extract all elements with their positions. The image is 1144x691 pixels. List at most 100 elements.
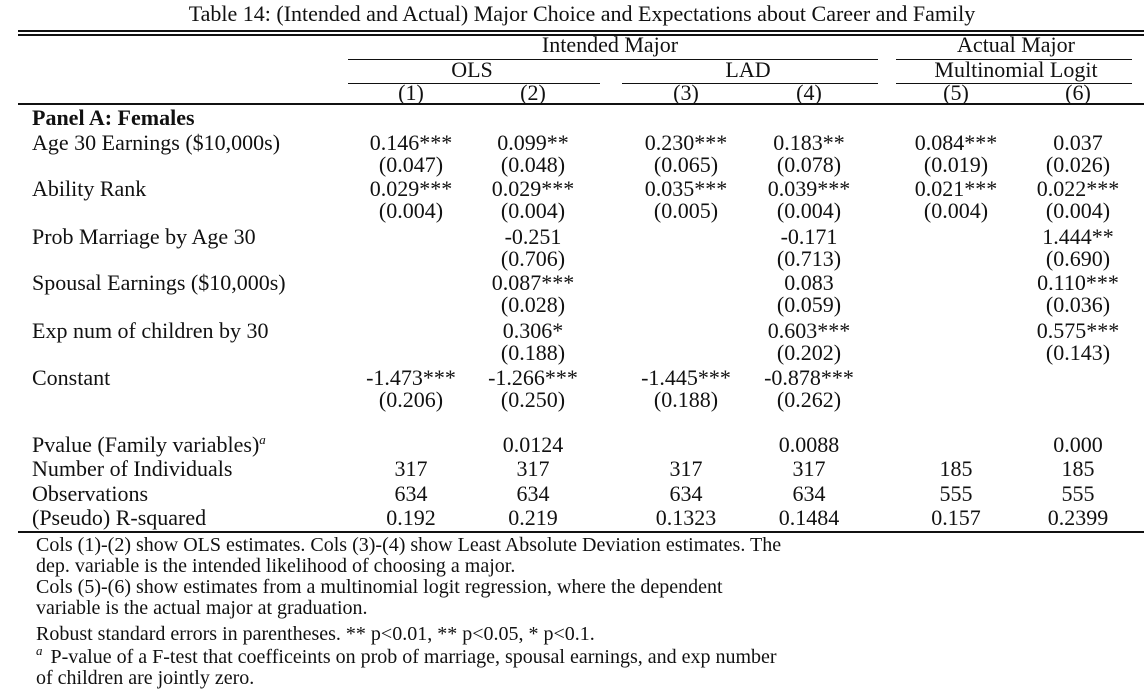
coef-cell: 0.039*** <box>767 176 851 201</box>
se-cell: (0.028) <box>500 292 566 317</box>
row-label: Spousal Earnings ($10,000s) <box>32 270 286 295</box>
stat-cell: 185 <box>939 456 973 481</box>
stat-cell: 0.157 <box>931 505 981 530</box>
se-cell: (0.202) <box>776 340 842 365</box>
rule-actual-major <box>896 59 1132 61</box>
row-label: Constant <box>32 365 111 390</box>
stat-cell: 0.192 <box>386 505 436 530</box>
bottom-rule <box>18 531 1144 533</box>
coef-cell: -1.266*** <box>488 365 578 390</box>
se-cell: (0.005) <box>653 198 719 223</box>
stat-label: (Pseudo) R-squared <box>32 505 207 530</box>
stat-cell: 185 <box>1061 456 1095 481</box>
note-line: Robust standard errors in parentheses. *… <box>36 623 595 645</box>
se-cell: (0.713) <box>776 246 842 271</box>
note-line: of children are jointly zero. <box>36 667 255 689</box>
stat-cell: 317 <box>669 456 703 481</box>
coef-cell: -0.171 <box>780 224 838 249</box>
se-cell: (0.188) <box>500 340 566 365</box>
coef-cell: 0.230*** <box>644 130 728 155</box>
stat-cell: 555 <box>1061 481 1095 506</box>
row-label: Prob Marriage by Age 30 <box>32 224 256 249</box>
stat-cell: 0.1484 <box>778 505 840 530</box>
se-cell: (0.078) <box>776 152 842 177</box>
se-cell: (0.188) <box>653 387 719 412</box>
stat-label: Pvalue (Family variables)a <box>32 432 266 457</box>
header-method-ols: OLS <box>451 57 493 82</box>
note-line: a P-value of a F-test that coefficeints o… <box>36 644 777 668</box>
top-rule-2 <box>18 34 1144 36</box>
row-label: Ability Rank <box>32 176 147 201</box>
header-intended-major: Intended Major <box>541 32 679 57</box>
note-line: variable is the actual major at graduati… <box>36 597 368 619</box>
coef-cell: 0.110*** <box>1037 270 1119 295</box>
coef-cell: -1.473*** <box>366 365 456 390</box>
se-cell: (0.690) <box>1045 246 1111 271</box>
stat-cell: 634 <box>516 481 550 506</box>
coef-cell: 0.029*** <box>369 176 453 201</box>
stat-cell: 555 <box>939 481 973 506</box>
coef-cell: 0.037 <box>1053 130 1103 155</box>
stat-label: Observations <box>32 481 149 506</box>
coef-cell: 0.099** <box>497 130 569 155</box>
coef-cell: 1.444** <box>1042 224 1114 249</box>
top-rule <box>18 30 1144 32</box>
se-cell: (0.004) <box>776 198 842 223</box>
se-cell: (0.143) <box>1045 340 1111 365</box>
se-cell: (0.047) <box>378 152 444 177</box>
coef-cell: -1.445*** <box>641 365 731 390</box>
se-cell: (0.206) <box>378 387 444 412</box>
column-number-1: (1) <box>398 80 424 105</box>
coef-cell: -0.251 <box>504 224 562 249</box>
coef-cell: 0.183** <box>773 130 845 155</box>
note-text: P-value of a F-test that coefficeints on… <box>50 646 777 668</box>
column-number-2: (2) <box>520 80 546 105</box>
se-cell: (0.004) <box>378 198 444 223</box>
rule-lad <box>622 83 878 85</box>
coef-cell: 0.021*** <box>914 176 998 201</box>
coef-cell: -0.878*** <box>764 365 854 390</box>
se-cell: (0.004) <box>1045 198 1111 223</box>
se-cell: (0.004) <box>923 198 989 223</box>
stat-cell: 0.0124 <box>502 432 564 457</box>
column-number-3: (3) <box>673 80 699 105</box>
stat-cell: 0.219 <box>508 505 558 530</box>
stat-label: Number of Individuals <box>32 456 233 481</box>
rule-ols <box>348 83 600 85</box>
row-label: Exp num of children by 30 <box>32 318 269 343</box>
rule-under-columns <box>18 103 1144 105</box>
coef-cell: 0.603*** <box>767 318 851 343</box>
se-cell: (0.019) <box>923 152 989 177</box>
note-line: Cols (5)-(6) show estimates from a multi… <box>36 576 723 598</box>
se-cell: (0.262) <box>776 387 842 412</box>
column-number-6: (6) <box>1065 80 1091 105</box>
se-cell: (0.059) <box>776 292 842 317</box>
stat-cell: 0.000 <box>1053 432 1103 457</box>
stat-cell: 317 <box>394 456 428 481</box>
table-caption: Table 14: (Intended and Actual) Major Ch… <box>188 1 976 26</box>
coef-cell: 0.575*** <box>1036 318 1120 343</box>
se-cell: (0.048) <box>500 152 566 177</box>
stat-cell: 0.0088 <box>778 432 840 457</box>
coef-cell: 0.029*** <box>491 176 575 201</box>
column-number-4: (4) <box>796 80 822 105</box>
note-line: Cols (1)-(2) show OLS estimates. Cols (3… <box>36 534 782 556</box>
se-cell: (0.036) <box>1045 292 1111 317</box>
se-cell: (0.706) <box>500 246 566 271</box>
se-cell: (0.026) <box>1045 152 1111 177</box>
header-method-lad: LAD <box>725 57 771 82</box>
stat-cell: 0.1323 <box>655 505 717 530</box>
stat-cell: 0.2399 <box>1047 505 1109 530</box>
stat-cell: 634 <box>792 481 826 506</box>
header-actual-major: Actual Major <box>957 32 1075 57</box>
footnote-marker: a <box>36 643 43 658</box>
row-label: Age 30 Earnings ($10,000s) <box>32 130 281 155</box>
coef-cell: 0.087*** <box>491 270 575 295</box>
panel-title: Panel A: Females <box>32 105 195 130</box>
stat-cell: 634 <box>669 481 703 506</box>
se-cell: (0.004) <box>500 198 566 223</box>
coef-cell: 0.306* <box>502 318 564 343</box>
header-method-mlogit: Multinomial Logit <box>934 57 1098 82</box>
coef-cell: 0.022*** <box>1036 176 1120 201</box>
stat-cell: 634 <box>394 481 428 506</box>
